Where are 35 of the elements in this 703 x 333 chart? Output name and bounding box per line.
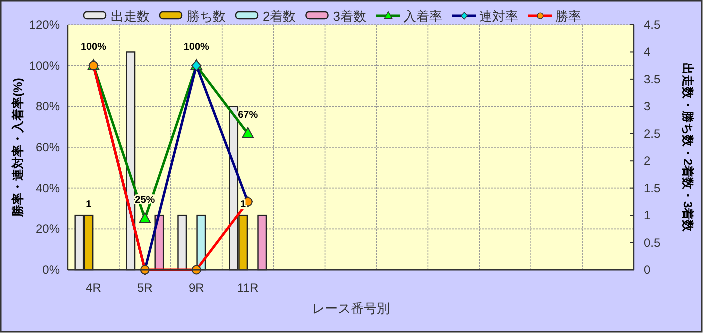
y2-tick-label: 1 — [644, 208, 651, 223]
x-tick-label: 11R — [238, 281, 259, 295]
y-tick-label: 80% — [36, 100, 60, 114]
y-axis-title: 勝率・連対率・入着率(%) — [11, 78, 25, 218]
y-tick-label: 20% — [36, 222, 60, 236]
x-tick-label: 9R — [188, 281, 205, 295]
data-label: 100% — [184, 42, 210, 53]
y-tick-label: 0% — [42, 263, 60, 277]
y-tick-label: 100% — [29, 58, 60, 73]
x-axis-title: レース番号別 — [312, 301, 390, 316]
y-tick-label: 60% — [36, 140, 60, 154]
data-label: 100% — [80, 42, 107, 53]
y2-axis-title: 出走数・勝ち数・2着数・3着数 — [681, 62, 695, 234]
y2-tick-label: 2.5 — [644, 126, 662, 141]
y2-tick-label: 0.5 — [644, 236, 662, 250]
legend-label: 出走数 — [111, 9, 150, 24]
legend-label: 勝率 — [555, 9, 582, 24]
y2-tick-label: 3 — [644, 100, 651, 114]
y2-tick-label: 2 — [644, 154, 651, 168]
x-tick-label: 4R — [86, 281, 102, 295]
y-tick-label: 120% — [29, 18, 60, 32]
y-tick-label: 40% — [36, 181, 60, 196]
y2-tick-label: 1.5 — [644, 181, 662, 196]
data-label: 1 — [86, 200, 92, 211]
y2-tick-label: 3.5 — [644, 72, 662, 86]
x-tick-label: 5R — [138, 281, 154, 295]
legend-label: 勝ち数 — [187, 9, 226, 24]
y2-tick-label: 4 — [644, 45, 651, 60]
legend-label: 2着数 — [263, 9, 296, 24]
legend-label: 入着率 — [403, 9, 442, 24]
y2-tick-label: 0 — [644, 263, 651, 277]
legend-label: 連対率 — [479, 9, 518, 24]
y2-tick-label: 4.5 — [644, 18, 662, 32]
data-label: 67% — [238, 110, 258, 121]
legend-label: 3着数 — [333, 9, 366, 24]
